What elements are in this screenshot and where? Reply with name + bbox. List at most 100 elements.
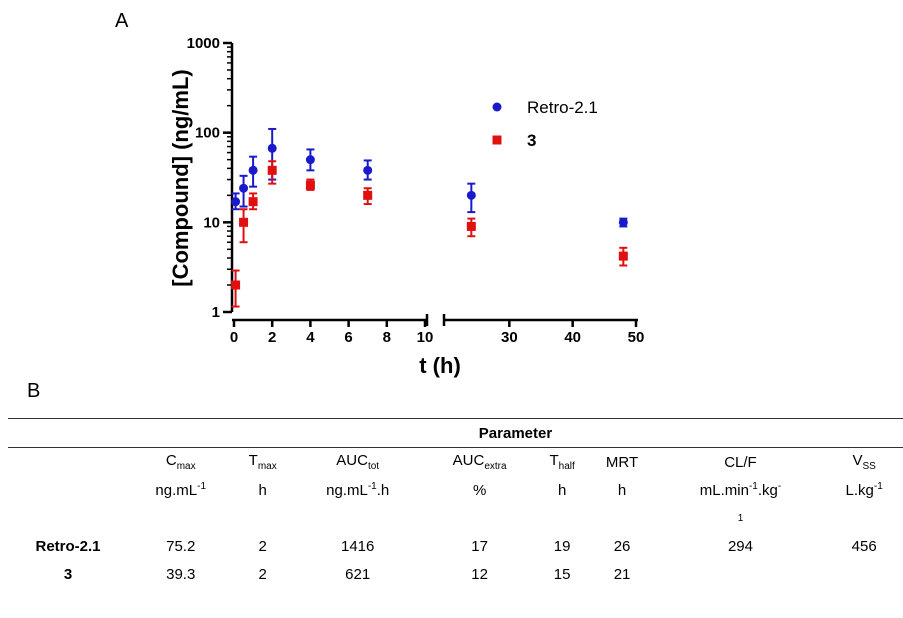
column-header: MRT	[588, 448, 655, 477]
table-cell: 17	[471, 537, 488, 555]
column-header: Tmax	[233, 448, 292, 477]
table-top-rule	[128, 418, 234, 419]
table-cell: 26	[613, 537, 631, 555]
column-name: T	[248, 452, 258, 469]
column-unit-wrap	[588, 504, 655, 532]
table-cell: 15	[553, 565, 571, 583]
table-cell: 21	[613, 565, 631, 583]
data-point-retro-2-1	[267, 143, 277, 153]
column-unit-wrap	[423, 504, 535, 532]
row-label: 3	[63, 565, 73, 583]
table-corner	[8, 448, 128, 477]
data-point-retro-2-1	[239, 183, 249, 193]
column-unit-wrap	[536, 504, 589, 532]
table-top-rule	[588, 418, 656, 419]
unit-superscript: -1	[873, 481, 883, 492]
column-unit-wrap	[825, 504, 903, 532]
data-point-retro-2-1	[363, 165, 373, 175]
column-unit: h	[233, 476, 292, 504]
table-top-rule	[291, 418, 424, 419]
unit-text: mL.min	[699, 482, 749, 499]
x-tick-label: 50	[628, 329, 645, 346]
data-point-compound-3	[248, 197, 258, 207]
table-cell: 19	[553, 537, 571, 555]
x-tick-label: 4	[306, 329, 315, 346]
table-top-rule	[655, 418, 826, 419]
x-tick-label: 30	[501, 329, 518, 346]
unit-superscript: -1	[367, 481, 377, 492]
y-tick-label: 1	[212, 304, 220, 321]
table-cell: 621	[345, 565, 371, 583]
table-cell: 39.3	[166, 565, 196, 583]
column-unit: ng.mL-1.h	[292, 476, 424, 504]
column-name: C	[165, 452, 177, 469]
column-name: MRT	[605, 453, 639, 471]
unit-text: .kg	[757, 482, 778, 499]
y-axis-title: [Compound] (ng/mL)	[168, 69, 193, 287]
table-cell	[656, 560, 826, 588]
pk-parameter-table: Parameter Cmax Tmax AUCtot AUCextra Thalf MRT C…	[8, 418, 903, 588]
column-header: Cmax	[128, 448, 233, 477]
table-corner	[8, 504, 128, 532]
table-top-rule	[825, 418, 903, 419]
data-point-retro-2-1	[248, 165, 258, 175]
panel-a-label: A	[115, 10, 129, 32]
data-point-compound-3	[363, 190, 373, 200]
unit-text: .h	[376, 482, 390, 499]
unit-text: h	[258, 481, 267, 499]
column-header: VSS	[825, 448, 903, 477]
pk-scatter-chart: 1 10 100 1000 0 2 4 6 8 10 30 40 50 t (h) [Compound] (…	[168, 35, 645, 378]
legend-label: 3	[527, 131, 536, 150]
table-top-rule	[233, 418, 292, 419]
row-label: Retro-2.1	[35, 537, 101, 555]
data-point-compound-3	[231, 280, 241, 290]
x-tick-label: 10	[417, 329, 434, 346]
column-unit: %	[423, 476, 535, 504]
x-axis-title: t (h)	[419, 353, 461, 378]
x-tick-label: 0	[230, 329, 238, 346]
unit-text: ng.mL	[155, 482, 198, 499]
data-point-compound-3	[305, 180, 315, 190]
unit-superscript: -1	[197, 481, 207, 492]
x-tick-label: 40	[564, 329, 581, 346]
x-tick-label: 8	[383, 329, 391, 346]
table-top-rule	[535, 418, 589, 419]
column-header: Thalf	[536, 448, 589, 477]
column-subscript: tot	[367, 461, 380, 472]
data-point-retro-2-1	[618, 217, 628, 227]
table-cell: 294	[727, 537, 753, 555]
column-name: V	[852, 452, 863, 469]
column-subscript: max	[176, 461, 196, 472]
table-cell: 2	[258, 565, 267, 583]
column-name: AUC	[452, 452, 485, 469]
panel-b-label: B	[27, 380, 41, 402]
table-cell	[825, 560, 903, 588]
column-unit: ng.mL-1	[128, 476, 233, 504]
data-point-compound-3	[239, 217, 249, 227]
column-unit: h	[536, 476, 589, 504]
data-point-retro-2-1	[305, 155, 315, 165]
table-corner	[8, 476, 128, 504]
column-name: AUC	[336, 452, 368, 469]
column-unit-wrap	[233, 504, 292, 532]
column-subscript: half	[558, 461, 575, 472]
unit-text: h	[557, 481, 567, 499]
column-header: CL/F	[656, 448, 826, 477]
column-subscript: SS	[862, 461, 876, 472]
data-point-retro-2-1	[466, 190, 476, 200]
column-name: T	[549, 452, 559, 469]
column-unit: h	[588, 476, 655, 504]
column-header: AUCextra	[423, 448, 535, 477]
unit-text: ng.mL	[326, 482, 368, 499]
unit-text: L.kg	[845, 482, 874, 499]
column-unit: mL.min-1.kg-	[656, 476, 826, 504]
unit-text: h	[617, 481, 627, 499]
column-header: AUCtot	[292, 448, 424, 477]
y-tick-label: 10	[203, 214, 220, 231]
legend-marker-compound-3	[492, 135, 502, 145]
data-point-retro-2-1	[231, 197, 241, 207]
x-tick-label: 2	[268, 329, 276, 346]
table-top-rule	[423, 418, 536, 419]
legend-label: Retro-2.1	[527, 98, 598, 117]
table-top-rule	[8, 418, 128, 419]
